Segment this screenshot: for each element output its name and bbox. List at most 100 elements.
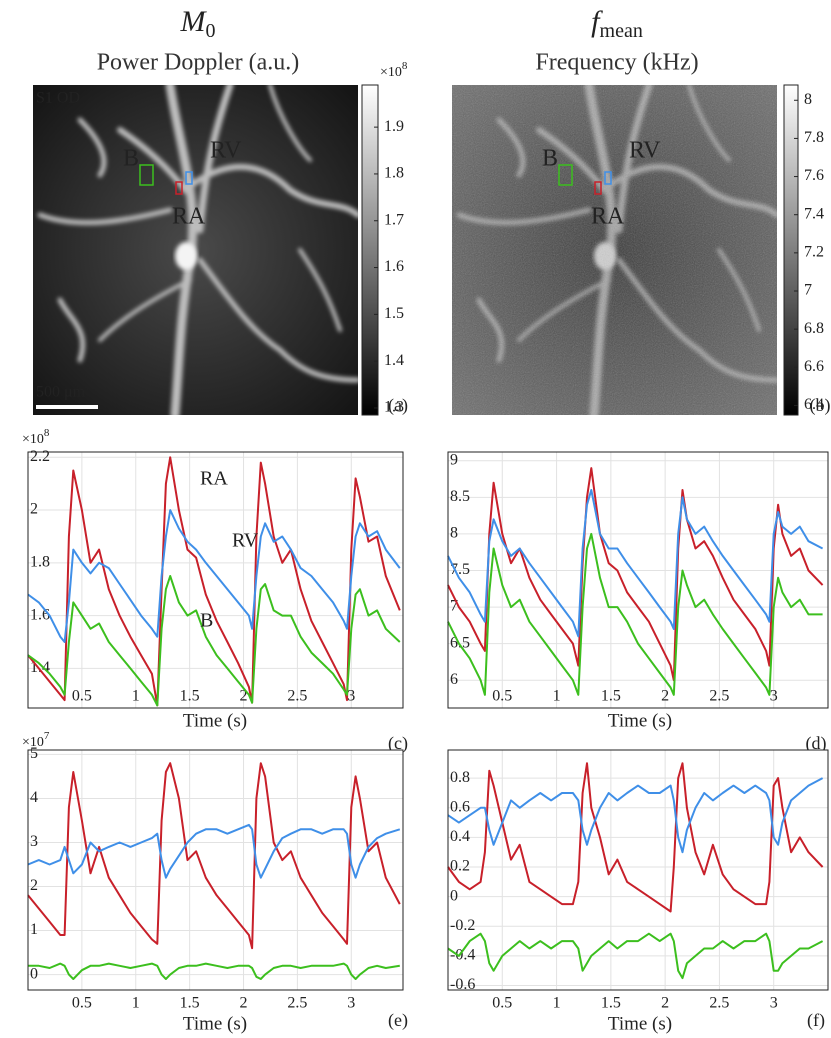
plot-area xyxy=(448,452,828,708)
y-tick-label: 0 xyxy=(450,887,458,904)
colorbar-tick-label: 6.8 xyxy=(804,320,824,337)
y-tick-label: -0.4 xyxy=(450,947,475,964)
series-label: B xyxy=(200,610,213,632)
multiplier: ×107 xyxy=(22,730,50,751)
y-tick-label: 6.5 xyxy=(450,634,470,651)
colorbar-tick-label: 7.6 xyxy=(804,167,824,184)
image-label: S1 OD xyxy=(36,90,80,107)
plot-frame xyxy=(27,451,404,709)
title-subscript: mean xyxy=(600,20,643,42)
roi-box xyxy=(558,164,573,186)
y-tick-label: 0 xyxy=(30,965,38,982)
series-line xyxy=(447,932,824,980)
x-tick-label: 0.5 xyxy=(72,688,92,705)
title-symbol: M xyxy=(180,5,208,38)
colorbar-tick-label: 1.6 xyxy=(384,258,404,275)
series-label: RV xyxy=(232,530,259,552)
roi-box xyxy=(175,181,183,195)
x-tick-label: 3 xyxy=(347,688,355,705)
y-tick-label: 8 xyxy=(450,525,458,542)
colorbar-tick-label: 7.4 xyxy=(804,205,824,222)
y-tick-label: 0.8 xyxy=(450,769,470,786)
plot-frame xyxy=(27,749,404,991)
plot-area xyxy=(28,452,403,708)
x-tick-label: 2.5 xyxy=(287,995,307,1012)
x-tick-label: 2 xyxy=(661,688,669,705)
series-line xyxy=(27,509,401,643)
series-line xyxy=(27,762,401,950)
roi-box xyxy=(604,171,612,185)
plot-area xyxy=(448,750,828,990)
x-tick-label: 1.5 xyxy=(601,688,621,705)
x-tick-label: 3 xyxy=(770,688,778,705)
series-line xyxy=(447,489,824,638)
x-tick-label: 1 xyxy=(553,688,561,705)
colorbar xyxy=(783,84,799,416)
x-tick-label: 0.5 xyxy=(492,995,512,1012)
x-tick-label: 3 xyxy=(770,995,778,1012)
series-line xyxy=(27,575,401,707)
x-tick-label: 1.5 xyxy=(601,995,621,1012)
colorbar-tick-label: 7.2 xyxy=(804,244,824,261)
x-tick-label: 1 xyxy=(553,995,561,1012)
panel-label: (d) xyxy=(806,733,827,754)
multiplier: ×108 xyxy=(380,60,408,81)
y-tick-label: -0.2 xyxy=(450,917,475,934)
x-tick-label: 0.5 xyxy=(492,688,512,705)
x-tick-label: 3 xyxy=(347,995,355,1012)
series-line xyxy=(447,532,823,696)
x-tick-label: 0.5 xyxy=(72,995,92,1012)
y-tick-label: 2.2 xyxy=(30,448,50,465)
image-a xyxy=(33,85,358,415)
multiplier-base: ×10 xyxy=(22,735,44,750)
roi-label: B xyxy=(542,146,558,172)
multiplier-exponent: 8 xyxy=(44,427,50,439)
colorbar-tick-label: 1.8 xyxy=(384,165,404,182)
panel-subtitle: Power Doppler (a.u.) xyxy=(97,50,300,76)
x-axis-label: Time (s) xyxy=(183,1013,247,1034)
series-label: RA xyxy=(200,468,228,490)
x-tick-label: 2 xyxy=(240,995,248,1012)
colorbar-tick-label: 7 xyxy=(804,282,812,299)
colorbar-tick-label: 1.3 xyxy=(384,399,404,416)
x-tick-label: 2 xyxy=(661,995,669,1012)
series-line xyxy=(447,777,824,854)
colorbar-tick-label: 1.5 xyxy=(384,305,404,322)
scale-bar-label: 500 μm xyxy=(36,384,86,401)
y-tick-label: 5 xyxy=(30,745,38,762)
x-tick-label: 1 xyxy=(132,688,140,705)
series-line xyxy=(27,823,401,879)
series-line xyxy=(447,467,824,682)
y-tick-label: 6 xyxy=(450,671,458,688)
colorbar-tick-label: 8 xyxy=(804,91,812,108)
roi-label: RV xyxy=(210,138,242,164)
x-axis-label: Time (s) xyxy=(608,1013,672,1034)
multiplier-base: ×10 xyxy=(380,65,402,80)
colorbar xyxy=(361,84,379,416)
y-tick-label: 8.5 xyxy=(450,488,470,505)
plot-frame xyxy=(447,749,829,991)
x-tick-label: 2.5 xyxy=(709,995,729,1012)
image-b xyxy=(452,85,777,415)
y-tick-label: 0.4 xyxy=(450,828,470,845)
y-tick-label: -0.6 xyxy=(450,976,475,993)
x-tick-label: 1.5 xyxy=(180,688,200,705)
colorbar-tick-label: 7.8 xyxy=(804,129,824,146)
panel-subtitle: Frequency (kHz) xyxy=(535,50,698,76)
y-tick-label: 4 xyxy=(30,789,38,806)
y-tick-label: 1.8 xyxy=(30,554,50,571)
roi-box xyxy=(185,171,193,185)
roi-box xyxy=(594,181,602,195)
panel-label: (a) xyxy=(388,395,408,416)
y-tick-label: 3 xyxy=(30,833,38,850)
colorbar-tick-label: 1.9 xyxy=(384,118,404,135)
y-tick-label: 0.6 xyxy=(450,798,470,815)
y-tick-label: 2 xyxy=(30,877,38,894)
roi-box xyxy=(139,164,154,186)
multiplier-base: ×10 xyxy=(22,432,44,447)
panel-label: (f) xyxy=(807,1010,825,1031)
roi-label: B xyxy=(123,146,139,172)
colorbar-tick-label: 6.4 xyxy=(804,396,824,413)
roi-label: RA xyxy=(591,204,625,230)
